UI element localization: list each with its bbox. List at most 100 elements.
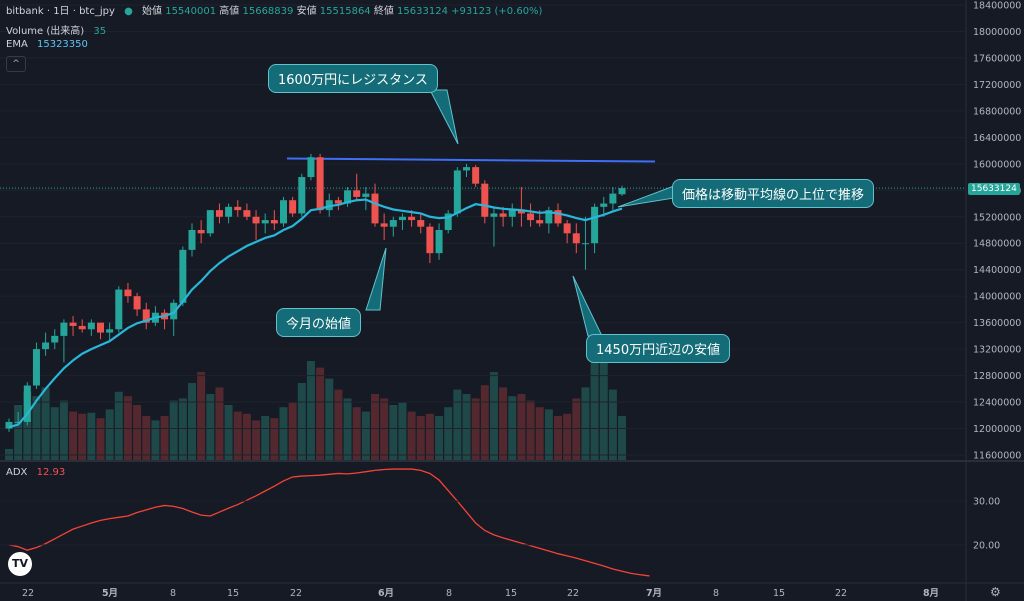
open-value: 15540001 (165, 6, 217, 17)
candle-body (554, 210, 562, 224)
volume-bar (23, 391, 32, 460)
volume-bar (361, 411, 370, 460)
volume-bar (59, 400, 68, 460)
volume-bar (78, 413, 87, 460)
annotation-resistance: 1600万円にレジスタンス (268, 64, 438, 93)
volume-bar (224, 405, 233, 460)
candle-body (142, 309, 150, 323)
price-tick-label: 15200000 (973, 212, 1021, 223)
candle-body (389, 220, 397, 227)
candle-body (78, 325, 86, 330)
price-tick-label: 14800000 (973, 239, 1021, 250)
candle-body (408, 216, 416, 221)
candle-body (334, 200, 342, 204)
price-axis[interactable]: 18400000 18000000 17600000 17200000 16800000… (973, 1, 1021, 462)
adx-tick-label: 20.00 (973, 540, 1000, 551)
adx-legend[interactable]: ADX 12.93 (6, 467, 65, 478)
high-label: 高値 (219, 6, 240, 17)
open-label: 始値 (142, 6, 163, 17)
chevron-up-icon: ^ (12, 59, 20, 69)
price-tick-label: 18400000 (973, 1, 1021, 12)
volume-bar (572, 398, 581, 460)
volume-bar (215, 387, 224, 460)
candle-body (344, 190, 352, 204)
volume-bar (325, 378, 334, 460)
gridlines (0, 4, 966, 456)
volume-bar (563, 413, 572, 460)
time-tick-label: 8 (446, 588, 452, 599)
price-tick-label: 13200000 (973, 345, 1021, 356)
candle-body (517, 210, 525, 214)
volume-label: Volume (出来高) (6, 26, 85, 37)
symbol-title[interactable]: bitbank · 1日 · btc_jpy (6, 6, 115, 17)
volume-bar (105, 409, 114, 460)
time-tick-label: 8 (170, 588, 176, 599)
pointer-above-ma (617, 185, 675, 208)
candle-body (51, 335, 59, 343)
volume-bar (297, 383, 306, 460)
candle-body (298, 177, 306, 214)
candle-body (188, 230, 196, 250)
candle-body (600, 203, 608, 207)
volume-bar (306, 361, 315, 460)
time-tick-label: 22 (290, 588, 302, 599)
candle-body (563, 223, 571, 234)
candle-body (362, 193, 370, 197)
candle-body (23, 385, 31, 422)
annotation-pointers (365, 89, 675, 337)
volume-bar (279, 407, 288, 460)
low-label: 安値 (296, 6, 317, 17)
candle-body (618, 188, 626, 195)
candle-body (316, 157, 324, 211)
volume-bar (480, 385, 489, 460)
volume-bar (334, 389, 343, 460)
candle-body (69, 322, 77, 326)
time-axis[interactable]: 22 5月 8 15 22 6月 8 15 22 7月 8 15 22 8月 (22, 588, 939, 599)
price-tick-label: 16400000 (973, 133, 1021, 144)
volume-bar (343, 398, 352, 460)
adx-line (8, 468, 650, 577)
volume-bar (178, 398, 187, 460)
volume-bar (471, 398, 480, 460)
candle-body (60, 322, 68, 336)
price-tick-label: 16800000 (973, 106, 1021, 117)
collapse-legend-button[interactable]: ^ (6, 56, 26, 72)
tradingview-logo[interactable]: TV (8, 552, 32, 576)
close-value: 15633124 (397, 6, 448, 17)
ema-legend[interactable]: EMA 15323350 (6, 39, 88, 50)
resistance-line (286, 157, 656, 163)
volume-legend[interactable]: Volume (出来高) 35 (6, 22, 106, 37)
volume-bar (599, 352, 608, 460)
adx-tick-label: 30.00 (973, 497, 1000, 508)
time-tick-label: 7月 (646, 588, 662, 599)
gear-icon[interactable]: ⚙ (990, 585, 1001, 599)
volume-bar (608, 389, 617, 460)
candle-body (536, 220, 544, 224)
candle-body (234, 206, 242, 211)
candle-body (527, 213, 535, 221)
price-tick-label: 12000000 (973, 424, 1021, 435)
volume-bar (489, 372, 498, 460)
volume-bar (535, 407, 544, 460)
adx-axis: 30.00 20.00 (0, 497, 1000, 551)
candle-body (426, 226, 434, 254)
volume-bar (380, 398, 389, 460)
candle-body (380, 223, 388, 227)
volume-bar (407, 411, 416, 460)
adx-label: ADX (6, 467, 28, 478)
ema-label: EMA (6, 39, 28, 50)
volume-bar (151, 420, 160, 460)
time-tick-label: 22 (567, 588, 579, 599)
time-tick-label: 8月 (923, 588, 939, 599)
volume-bar (169, 400, 178, 460)
volume-bar (453, 389, 462, 460)
candle-body (32, 349, 40, 386)
candle-body (106, 329, 114, 333)
adx-value: 12.93 (36, 467, 66, 478)
pointer-resistance (429, 89, 459, 145)
volume-bar (261, 416, 270, 460)
candle-body (435, 230, 443, 254)
volume-bar (252, 420, 261, 460)
